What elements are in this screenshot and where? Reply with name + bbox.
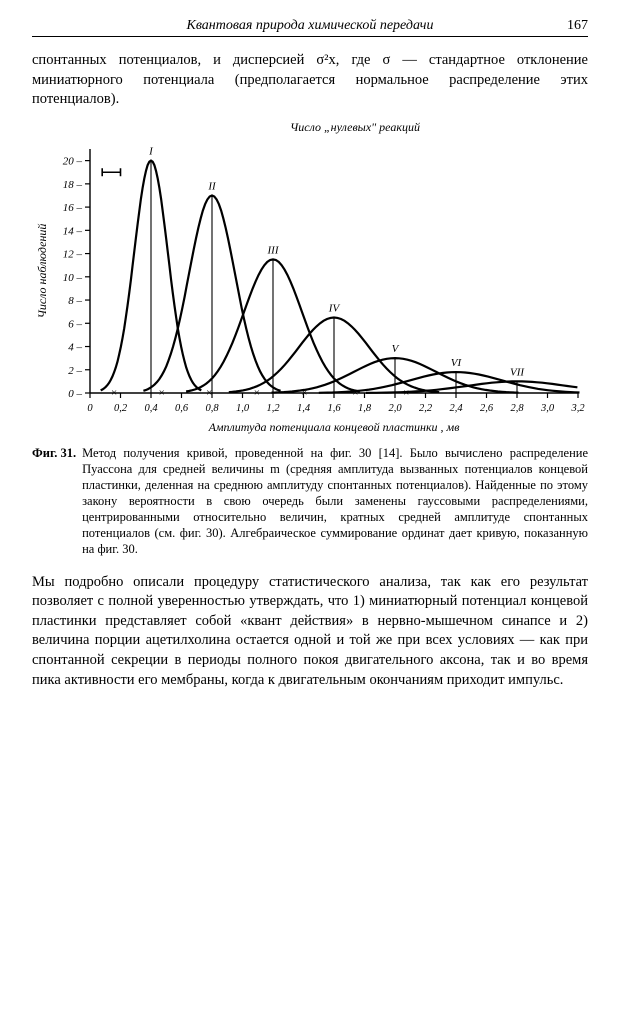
svg-text:18 –: 18 –	[63, 179, 83, 191]
svg-text:1,4: 1,4	[297, 403, 311, 414]
svg-text:×: ×	[111, 387, 117, 399]
paragraph-2: Мы подробно описали процедуру статистиче…	[32, 573, 588, 690]
svg-text:3,0: 3,0	[540, 403, 555, 414]
figure-caption: Фиг. 31. Метод получения кривой, проведе…	[32, 445, 588, 557]
svg-text:0,2: 0,2	[114, 403, 128, 414]
svg-text:×: ×	[159, 387, 165, 399]
svg-text:16 –: 16 –	[63, 202, 83, 214]
svg-text:2,2: 2,2	[419, 403, 433, 414]
svg-text:2,0: 2,0	[388, 403, 402, 414]
svg-text:VII: VII	[510, 366, 525, 378]
svg-text:×: ×	[301, 387, 307, 399]
running-head: Квантовая природа химической передачи 16…	[32, 18, 588, 37]
svg-text:2,6: 2,6	[480, 403, 494, 414]
svg-text:10 –: 10 –	[63, 271, 83, 283]
svg-text:0,4: 0,4	[144, 403, 158, 414]
svg-text:Число наблюдений: Число наблюдений	[35, 223, 49, 318]
svg-text:×: ×	[352, 387, 358, 399]
svg-text:2,8: 2,8	[510, 403, 524, 414]
running-title: Квантовая природа химической передачи	[68, 18, 552, 34]
svg-text:1,0: 1,0	[236, 403, 250, 414]
svg-text:I: I	[148, 145, 154, 157]
svg-text:1,2: 1,2	[266, 403, 280, 414]
figure-caption-label: Фиг. 31.	[32, 445, 82, 557]
svg-text:0: 0	[87, 403, 93, 414]
figure-caption-text: Метод получения кривой, проведенной на ф…	[82, 445, 588, 557]
svg-text:2 –: 2 –	[68, 364, 82, 376]
svg-text:IV: IV	[328, 302, 341, 314]
figure-chart: 0 – 2 – 4 – 6 – 8 – 10 – 12 – 14 – 16 – 18 – 20 – 0…	[32, 137, 588, 437]
svg-text:×: ×	[403, 387, 409, 399]
svg-text:6 –: 6 –	[68, 318, 82, 330]
paragraph-1: спонтанных потенциалов, и дисперсией σ²x…	[32, 51, 588, 110]
svg-text:VI: VI	[451, 357, 463, 369]
svg-text:14 –: 14 –	[63, 225, 83, 237]
svg-text:20 –: 20 –	[63, 155, 83, 167]
svg-text:1,6: 1,6	[327, 403, 341, 414]
svg-text:II: II	[207, 180, 217, 192]
svg-text:×: ×	[254, 387, 260, 399]
svg-text:0,6: 0,6	[175, 403, 189, 414]
svg-text:V: V	[392, 343, 400, 355]
svg-text:8 –: 8 –	[68, 295, 82, 307]
svg-text:Амплитуда потенциала концевой: Амплитуда потенциала концевой пластинки …	[208, 420, 460, 434]
svg-text:×: ×	[206, 387, 212, 399]
svg-text:0,8: 0,8	[205, 403, 219, 414]
page-number: 167	[552, 18, 588, 34]
svg-text:1,8: 1,8	[358, 403, 372, 414]
svg-text:0 –: 0 –	[68, 388, 82, 400]
svg-text:3,2: 3,2	[570, 403, 585, 414]
figure-31: Число „нулевых" реакций 0 – 2 – 4 – 6 – 8 – 1…	[32, 120, 588, 557]
svg-text:2,4: 2,4	[449, 403, 463, 414]
page: Квантовая природа химической передачи 16…	[0, 0, 620, 728]
svg-text:12 –: 12 –	[63, 248, 83, 260]
svg-text:III: III	[267, 244, 280, 256]
figure-top-title: Число „нулевых" реакций	[122, 120, 588, 135]
svg-text:4 –: 4 –	[68, 341, 82, 353]
